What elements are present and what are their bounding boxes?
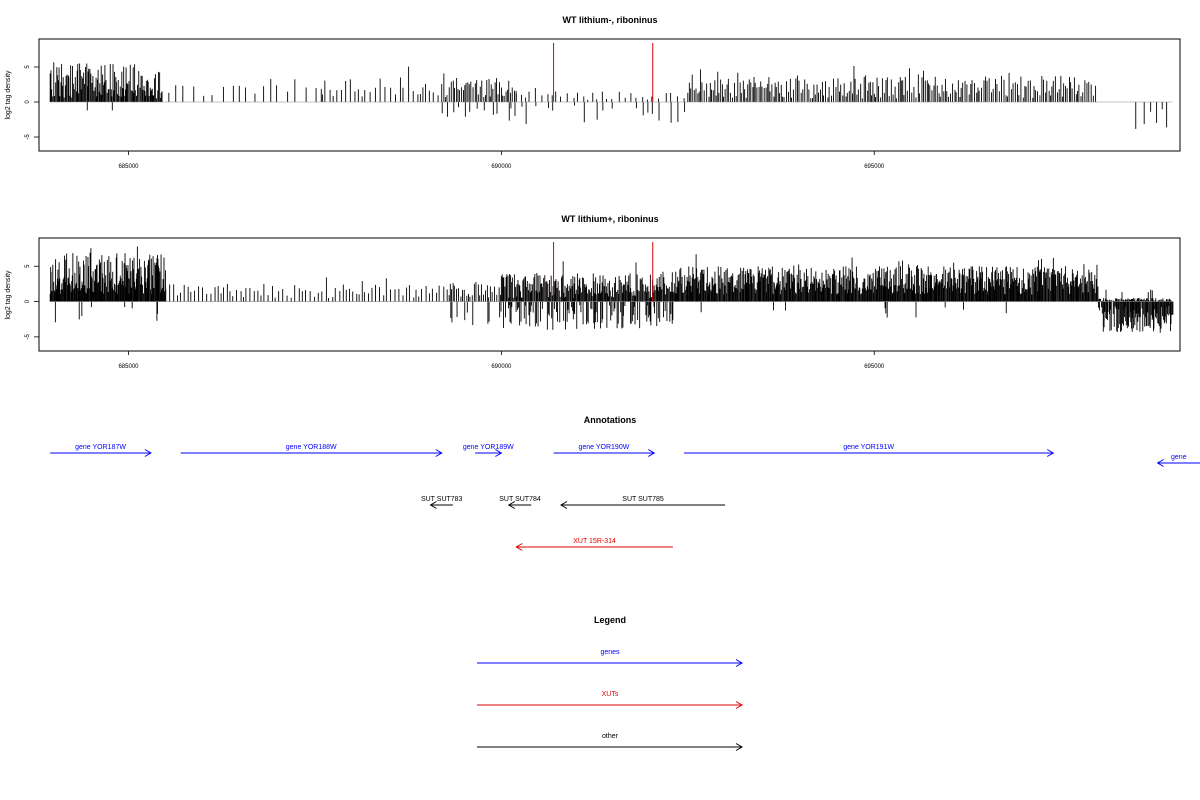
arrow-head [735, 701, 743, 709]
feature-label: gene YOR189W [463, 444, 514, 451]
arrow-head [429, 501, 437, 509]
feature-label: gene YOR187W [75, 444, 126, 451]
arrow-head [735, 659, 743, 667]
annotations-title: Annotations [584, 415, 637, 425]
legend-title: Legend [594, 615, 626, 625]
y-tick-label: -5 [25, 134, 31, 140]
arrow-head [647, 449, 656, 457]
feature-label: gene YOR190W [578, 444, 629, 451]
feature-label: SUT SUT784 [499, 496, 541, 503]
feature-label: XUT 15R-314 [573, 538, 616, 545]
legend-label: other [602, 733, 619, 740]
y-axis-label: log2 tag density [5, 270, 12, 320]
axes: -5 0 5 685000 690000 695000 [25, 65, 1173, 170]
axes: -5 0 5 685000 690000 695000 [25, 264, 1173, 370]
x-tick-label: 695000 [864, 364, 885, 370]
track-panel-lithium-minus: WT lithium-, riboninus log2 tag density … [5, 15, 1181, 170]
annotations-track: Annotations gene YOR187W gene YOR188W gene… [50, 415, 1200, 551]
x-tick-label: 690000 [491, 164, 512, 170]
tag-density-bars [49, 242, 1174, 333]
y-tick-label: -5 [25, 334, 31, 340]
feature-label: gene [1171, 454, 1187, 461]
y-tick-label: 0 [25, 299, 31, 303]
annotation-feature: gene [1156, 454, 1200, 467]
feature-label: gene YOR191W [843, 444, 894, 451]
legend-entry: genes [477, 649, 743, 667]
y-tick-label: 5 [25, 264, 31, 268]
annotation-feature: SUT SUT784 [499, 496, 541, 509]
y-axis-label: log2 tag density [5, 70, 12, 120]
annotation-feature: SUT SUT783 [421, 496, 463, 509]
legend-entry: XUTs [477, 691, 743, 709]
arrow-head [495, 449, 503, 457]
track-panel-lithium-plus: WT lithium+, riboninus log2 tag density … [5, 214, 1181, 370]
annotation-features: gene YOR187W gene YOR188W gene YOR189W gene… [50, 444, 1200, 551]
annotation-feature: XUT 15R-314 [515, 538, 673, 551]
annotation-feature: gene YOR189W [463, 444, 514, 457]
annotation-feature: gene YOR187W [50, 444, 152, 457]
arrow-head [735, 743, 743, 751]
tag-density-bars [49, 43, 1168, 129]
arrow-head [507, 501, 516, 509]
legend-label: genes [600, 649, 620, 656]
y-tick-label: 5 [25, 65, 31, 69]
track-title: WT lithium+, riboninus [561, 214, 658, 224]
annotation-feature: gene YOR190W [553, 444, 656, 457]
arrow-head [435, 449, 443, 457]
legend-entry: other [477, 733, 743, 751]
annotation-feature: gene YOR188W [180, 444, 443, 457]
annotation-feature: gene YOR191W [684, 444, 1055, 457]
feature-label: SUT SUT783 [421, 496, 463, 503]
arrow-head [560, 501, 568, 509]
legend-label: XUTs [602, 691, 619, 698]
plot-frame [38, 237, 1181, 352]
arrow-head [144, 449, 152, 457]
legend: Legend genes XUTs other [477, 615, 743, 751]
track-title: WT lithium-, riboninus [563, 15, 658, 25]
x-tick-label: 685000 [118, 164, 139, 170]
plot-frame [38, 38, 1181, 152]
annotation-feature: SUT SUT785 [560, 496, 726, 509]
arrow-head [515, 543, 523, 551]
x-tick-label: 690000 [491, 364, 512, 370]
x-tick-label: 685000 [118, 364, 139, 370]
arrow-head [1046, 449, 1055, 457]
arrow-head [1156, 459, 1164, 467]
feature-label: gene YOR188W [286, 444, 337, 451]
legend-entries: genes XUTs other [477, 649, 743, 751]
feature-label: SUT SUT785 [622, 496, 664, 503]
x-tick-label: 695000 [864, 164, 885, 170]
y-tick-label: 0 [25, 100, 31, 104]
